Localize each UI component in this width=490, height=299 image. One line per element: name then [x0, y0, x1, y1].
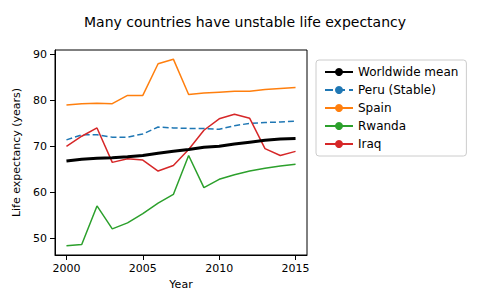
svg-text:2005: 2005 — [129, 262, 157, 275]
svg-text:2000: 2000 — [52, 262, 80, 275]
svg-text:Spain: Spain — [358, 101, 392, 115]
svg-text:90: 90 — [33, 48, 47, 61]
svg-text:50: 50 — [33, 232, 47, 245]
svg-text:Peru (Stable): Peru (Stable) — [358, 83, 436, 97]
svg-text:2015: 2015 — [282, 262, 310, 275]
svg-text:Rwanda: Rwanda — [358, 119, 406, 133]
svg-text:Many countries have unstable l: Many countries have unstable life expect… — [84, 14, 406, 30]
svg-text:Year: Year — [168, 278, 193, 291]
svg-text:Worldwide mean: Worldwide mean — [358, 65, 458, 79]
svg-text:2010: 2010 — [205, 262, 233, 275]
svg-text:Iraq: Iraq — [358, 137, 381, 151]
svg-text:Life expectancy (years): Life expectancy (years) — [10, 88, 23, 217]
svg-text:60: 60 — [33, 186, 47, 199]
svg-text:70: 70 — [33, 140, 47, 153]
svg-text:80: 80 — [33, 94, 47, 107]
